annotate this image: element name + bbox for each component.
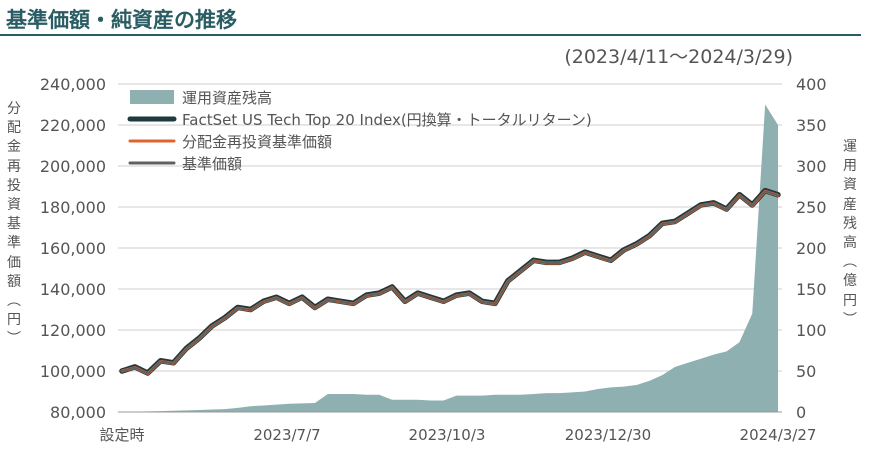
left-axis-label-char-8: 価 xyxy=(7,254,21,271)
right-tick-label: 150 xyxy=(796,280,827,299)
left-tick-label: 220,000 xyxy=(40,116,106,135)
right-axis-label-char-6: ︵ xyxy=(843,254,857,271)
right-tick-label: 400 xyxy=(796,75,827,94)
period-label: (2023/4/11～2024/3/29) xyxy=(564,46,793,68)
right-axis-label-char-3: 産 xyxy=(843,196,857,213)
left-axis-label-char-6: 基 xyxy=(7,216,21,233)
page-title: 基準価額・純資産の推移 xyxy=(6,8,237,32)
right-tick-label: 300 xyxy=(796,157,827,176)
right-axis-label-char-8: 円 xyxy=(843,292,857,309)
series-line-2 xyxy=(121,190,779,375)
legend-label: 分配金再投資基準価額 xyxy=(182,133,332,151)
left-axis-label-char-5: 資 xyxy=(7,197,21,214)
right-tick-label: 50 xyxy=(796,362,816,381)
left-tick-label: 120,000 xyxy=(40,321,106,340)
left-tick-label: 200,000 xyxy=(40,157,106,176)
left-axis-label-char-4: 投 xyxy=(7,177,21,194)
legend-swatch-aum xyxy=(130,90,174,104)
x-tick-label: 2024/3/27 xyxy=(740,426,817,444)
right-tick-label: 200 xyxy=(796,239,827,258)
x-tick-label: 2023/10/3 xyxy=(409,426,486,444)
left-axis-label-char-10: ︵ xyxy=(7,293,21,310)
left-tick-label: 180,000 xyxy=(40,198,106,217)
right-axis-label-char-1: 用 xyxy=(843,158,857,175)
x-tick-label: 2023/7/7 xyxy=(253,426,320,444)
left-axis-label-char-3: 再 xyxy=(7,158,21,175)
right-tick-label: 0 xyxy=(796,403,806,422)
right-axis-label-char-7: 億 xyxy=(843,273,857,290)
right-axis-label-char-5: 高 xyxy=(843,235,857,252)
left-axis-label-char-1: 配 xyxy=(7,120,21,137)
left-axis-label-char-12: ︶ xyxy=(7,331,21,348)
right-tick-label: 100 xyxy=(796,321,827,340)
left-tick-label: 160,000 xyxy=(40,239,106,258)
right-tick-label: 350 xyxy=(796,116,827,135)
series-aum-area xyxy=(122,104,778,412)
right-tick-label: 250 xyxy=(796,198,827,217)
left-axis-label-char-11: 円 xyxy=(7,312,21,329)
right-axis-label: 運用資産残高 ︵ 億円 ︶ xyxy=(842,138,858,330)
title-underline xyxy=(0,34,861,36)
legend-label: FactSet US Tech Top 20 Index(円換算・トータルリター… xyxy=(182,111,592,129)
right-axis-label-char-4: 残 xyxy=(843,215,857,232)
x-tick-label: 設定時 xyxy=(99,426,144,444)
right-axis-label-char-9: ︶ xyxy=(843,311,857,328)
left-tick-label: 80,000 xyxy=(50,403,106,422)
left-axis-label-char-0: 分 xyxy=(7,101,21,117)
left-axis-label: 分配金再投資基準価額 ︵ 円 ︶ xyxy=(6,100,22,350)
left-axis-label-char-9: 額 xyxy=(7,273,21,290)
left-axis-label-char-7: 準 xyxy=(7,235,21,252)
left-tick-label: 240,000 xyxy=(40,75,106,94)
legend-label: 運用資産残高 xyxy=(182,89,272,107)
legend-label: 基準価額 xyxy=(182,155,242,173)
right-axis-label-char-0: 運 xyxy=(843,139,857,155)
x-tick-label: 2023/12/30 xyxy=(565,426,651,444)
left-tick-label: 100,000 xyxy=(40,362,106,381)
left-tick-label: 140,000 xyxy=(40,280,106,299)
left-axis-label-char-2: 金 xyxy=(7,139,21,156)
right-axis-label-char-2: 資 xyxy=(843,177,857,194)
